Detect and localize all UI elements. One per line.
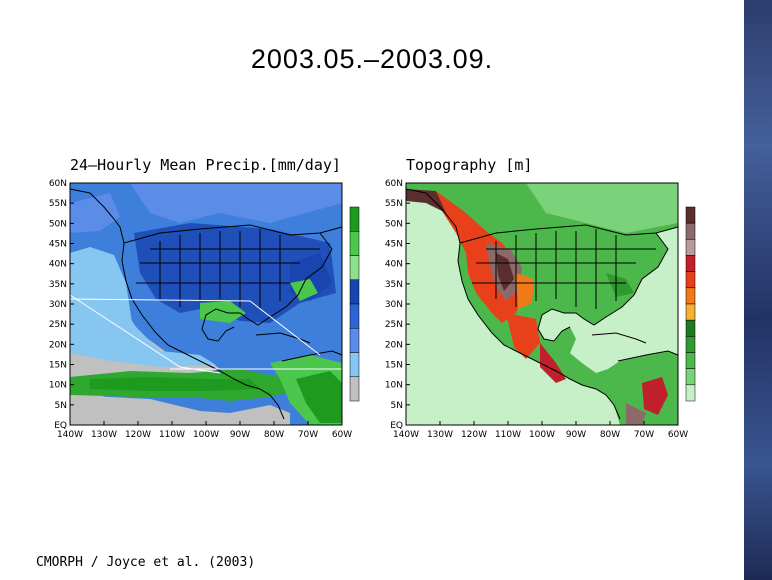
topo-colorbar-swatch [685,222,696,240]
topo-colorbar-swatch [685,271,696,289]
topo-colorbar-swatch [685,368,696,386]
topo-lon-label: 120W [461,430,487,440]
precip-lat-label: 35N [49,280,67,290]
precip-lat-label: 60N [49,179,67,189]
precip-lat-label: 40N [49,260,67,270]
topo-lat-label: 10N [385,381,403,391]
precip-lon-label: 120W [125,430,151,440]
topo-lon-label: 110W [495,430,521,440]
precip-lat-label: 5N [55,401,67,411]
topo-lat-label: 5N [391,401,403,411]
precip-lat-label: 50N [49,219,67,229]
topo-lon-label: 140W [393,430,419,440]
credit-text: CMORPH / Joyce et al. (2003) [36,555,256,570]
precip-map-title: 24–Hourly Mean Precip.[mm/day] [70,156,341,174]
precip-lon-label: 140W [57,430,83,440]
precip-lat-label: EQ [54,421,67,431]
slide-title: 2003.05.–2003.09. [250,44,494,74]
slide: 2003.05.–2003.09. 24–Hourly Mean Precip.… [36,0,745,578]
topo-colorbar-swatch [685,255,696,272]
topo-lat-label: 45N [385,240,403,250]
precip-lat-label: 15N [49,361,67,371]
precip-colorbar-swatch [349,231,360,256]
topo-colorbar: 2200200018001600140012001000800600400200… [685,206,696,402]
precip-lon-label: 110W [159,430,185,440]
precip-colorbar-swatch [349,255,360,280]
topo-colorbar-swatch [685,239,696,256]
topo-lon-label: 80W [600,430,620,440]
precip-lat-label: 25N [49,320,67,330]
precip-colorbar-swatch [349,352,360,377]
precip-colorbar-swatch [349,206,360,232]
topo-lat-label: 25N [385,320,403,330]
topo-lat-label: 55N [385,199,403,209]
topo-lat-label: 50N [385,219,403,229]
topo-lon-labels: 140W 130W 120W 110W 100W 90W 80W 70W 60W [393,421,688,440]
topo-lon-label: 130W [427,430,453,440]
topo-lat-label: 60N [385,179,403,189]
precip-lat-label: 20N [49,340,67,350]
topo-colorbar-swatch [685,352,696,369]
precip-lon-label: 80W [264,430,284,440]
decorative-sidebar [744,0,772,580]
precip-colorbar-swatch [349,328,360,353]
topo-lon-label: 60W [668,430,688,440]
precip-lat-label: 55N [49,199,67,209]
topo-plot [405,182,679,426]
precip-colorbar: 1210864210.1 [349,206,360,402]
topo-lon-label: 100W [529,430,555,440]
topo-colorbar-swatch [685,206,696,224]
precip-lon-label: 90W [230,430,250,440]
topo-colorbar-swatch [685,336,696,353]
topo-map-title: Topography [m] [406,156,533,174]
topo-colorbar-swatch [685,319,696,337]
precip-lat-labels: 60N 55N 50N 45N 40N 35N 30N 25N 20N 15N 10N 5N EQ [49,179,74,431]
topo-lat-label: EQ [390,421,403,431]
precip-colorbar-swatch [349,376,360,402]
precip-lat-label: 10N [49,381,67,391]
topo-lat-label: 30N [385,300,403,310]
topo-lat-label: 20N [385,340,403,350]
precip-map: 60N 55N 50N 45N 40N 35N 30N 25N 20N 15N 10N 5N EQ 14… [49,179,360,440]
topo-coastlines [405,188,679,420]
precip-colorbar-swatch [349,303,360,329]
precip-lat-label: 45N [49,240,67,250]
topo-colorbar-swatch [685,384,696,402]
topo-lat-label: 35N [385,280,403,290]
topo-lat-label: 15N [385,361,403,371]
precip-lat-label: 30N [49,300,67,310]
precip-coastlines [69,188,343,420]
topo-lat-labels: 60N 55N 50N 45N 40N 35N 30N 25N 20N 15N 10N 5N EQ [385,179,410,431]
precip-lon-label: 60W [332,430,352,440]
topo-colorbar-swatch [685,287,696,305]
topo-lat-label: 40N [385,260,403,270]
topo-colorbar-swatch [685,303,696,321]
precip-lon-labels: 140W 130W 120W 110W 100W 90W 80W 70W 60W [57,421,352,440]
topo-map: 60N 55N 50N 45N 40N 35N 30N 25N 20N 15N 10N 5N EQ 14… [385,179,696,440]
topo-lon-label: 90W [566,430,586,440]
precip-lon-label: 70W [298,430,318,440]
precip-dry-area [70,395,290,425]
precip-colorbar-swatch [349,279,360,305]
precip-lon-label: 100W [193,430,219,440]
precip-plot [69,182,343,426]
precip-lon-label: 130W [91,430,117,440]
topo-lon-label: 70W [634,430,654,440]
